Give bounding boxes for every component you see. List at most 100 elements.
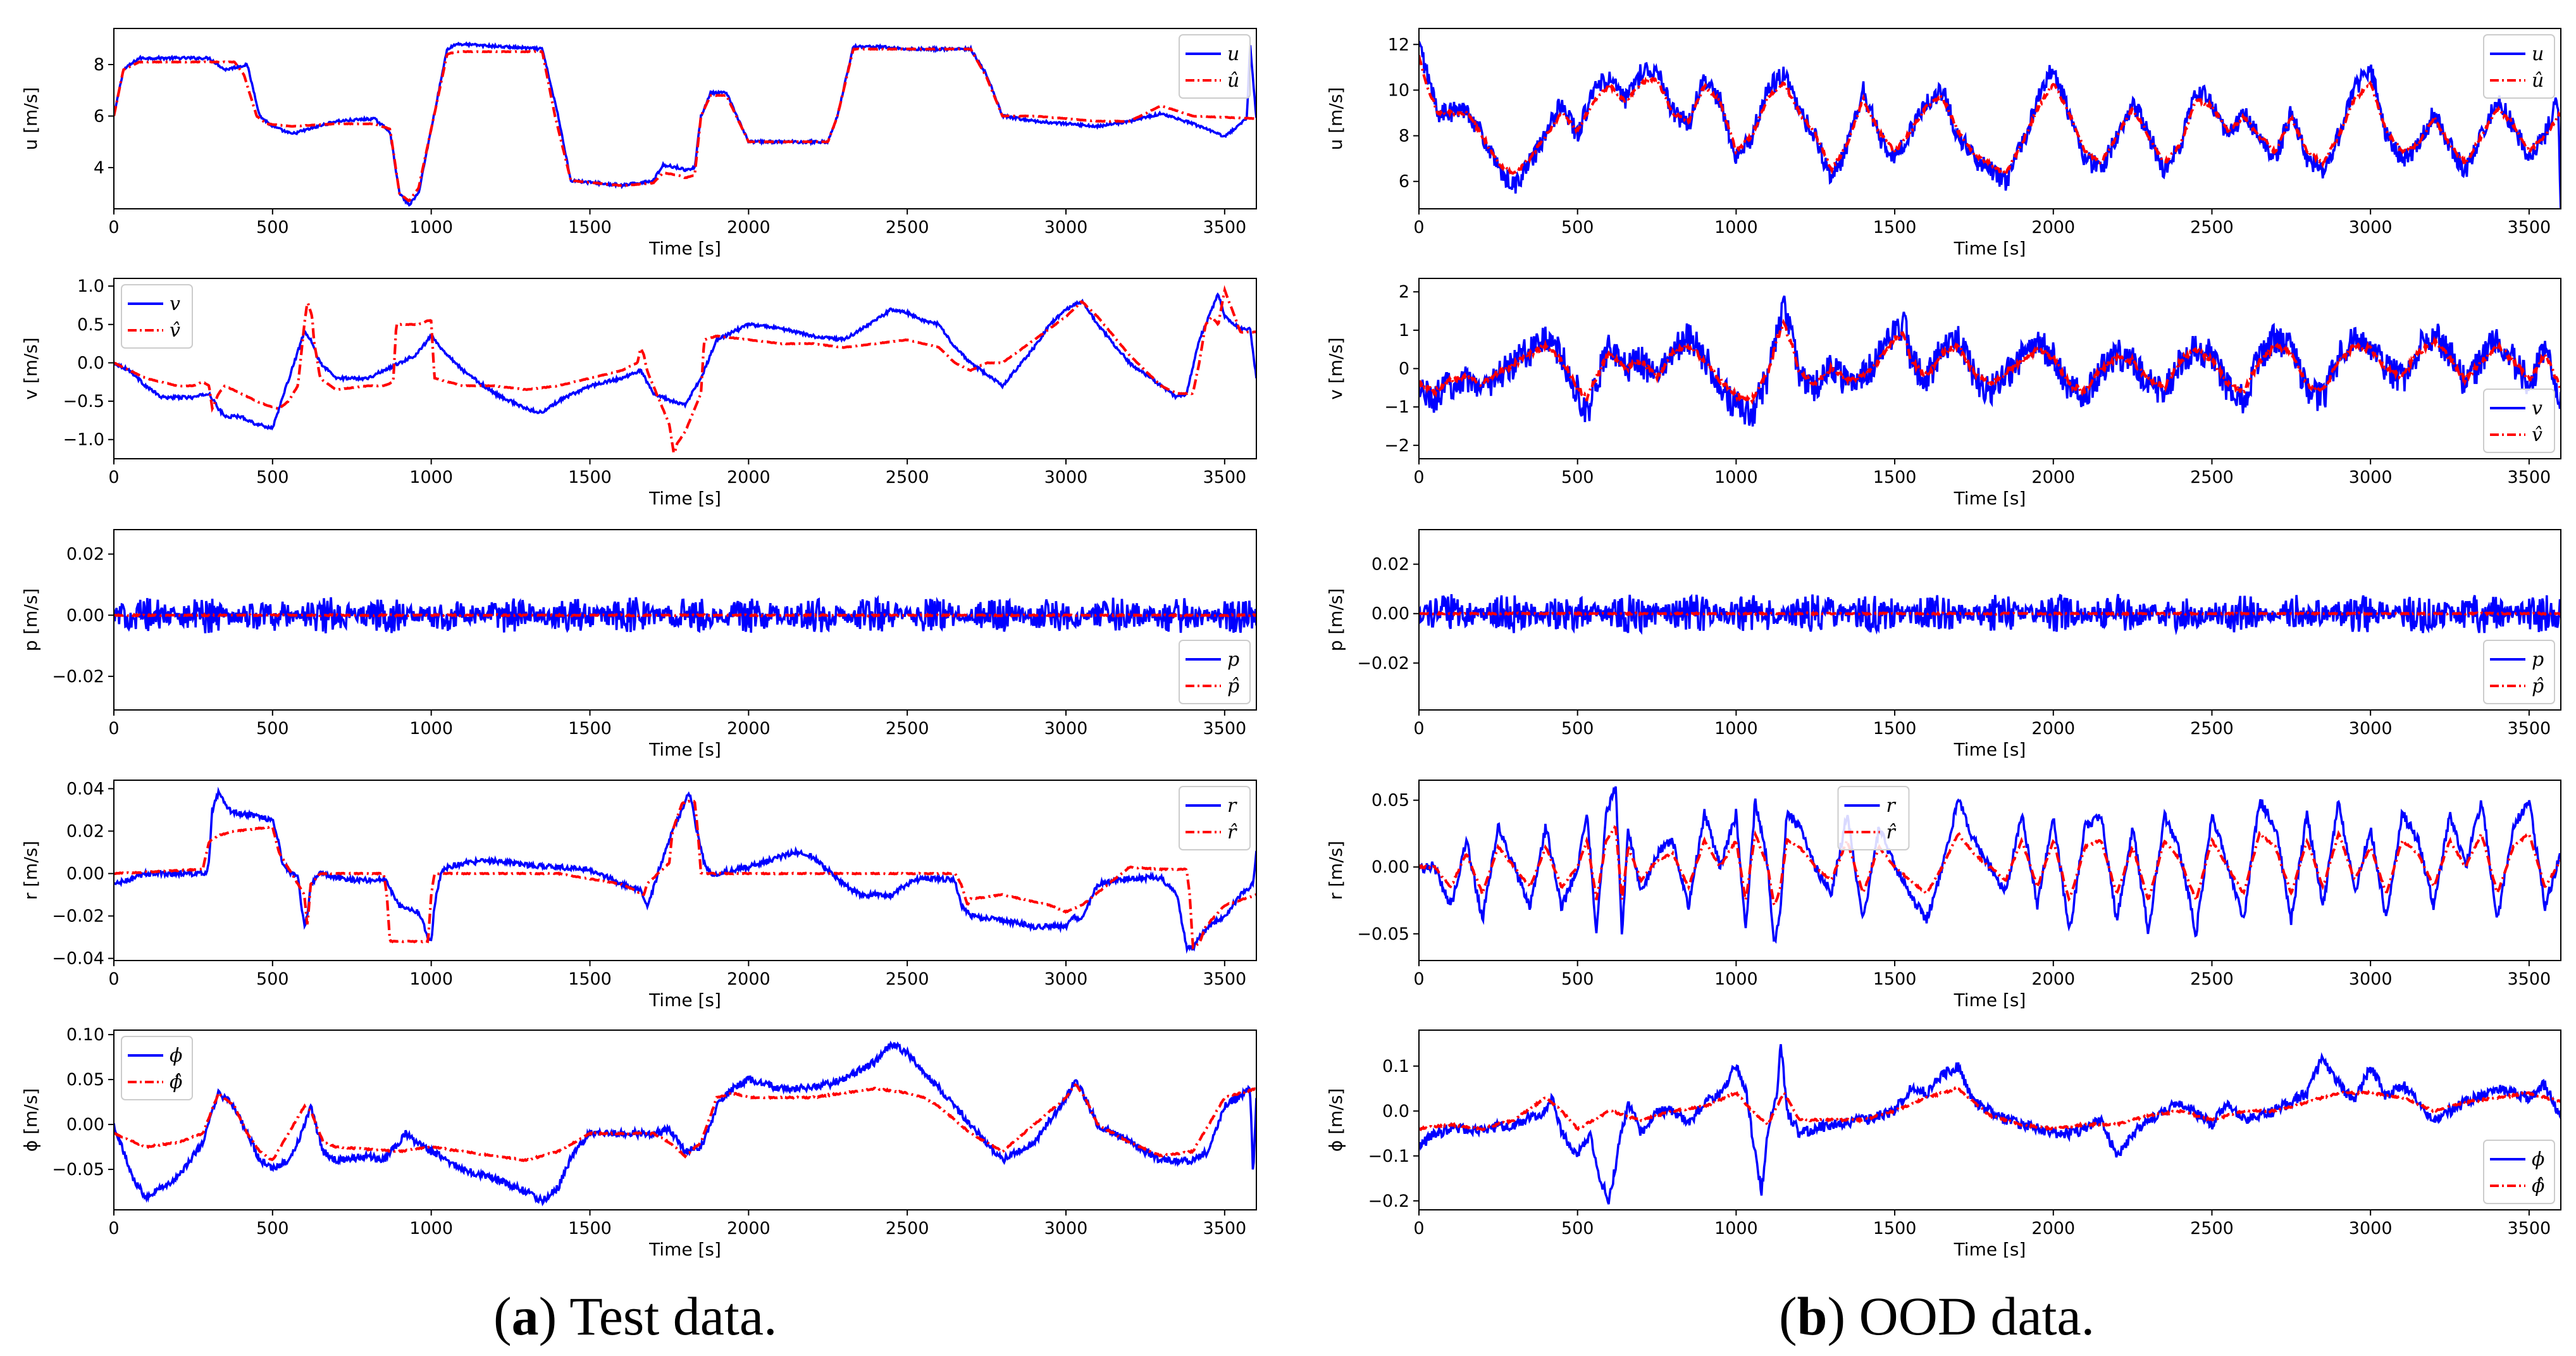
plot-frame (1418, 28, 2561, 209)
subplot-a-u: 0 500 1000 1500 2000 2500 3000 3500 4 6 8 Time [s] u… (20, 28, 1257, 259)
x-tick-label: 2000 (2031, 969, 2075, 989)
series-predicted-line (1419, 825, 2561, 909)
x-tick-label: 500 (1561, 1219, 1594, 1238)
y-tick-label: −0.05 (1357, 924, 1409, 944)
y-tick-label: 0.1 (1382, 1057, 1409, 1076)
y-tick-label: −2 (1384, 436, 1409, 456)
y-tick-label: 6 (94, 106, 104, 126)
y-tick-label: −0.02 (52, 667, 104, 687)
x-tick-label: 2500 (2190, 719, 2234, 738)
legend-entry: û (1227, 70, 1239, 92)
subplot-a-phi: 0 500 1000 1500 2000 2500 3000 3500 −0.05 0.00 0.0… (20, 1025, 1257, 1260)
x-tick-label: 0 (108, 969, 119, 989)
series-predicted-line (1419, 610, 2561, 617)
x-tick-label: 3500 (1203, 218, 1246, 237)
x-tick-label: 1500 (568, 719, 612, 738)
x-tick-label: 3500 (2508, 1219, 2551, 1238)
x-tick-label: 0 (1413, 1219, 1424, 1238)
y-tick-label: 0.00 (1372, 604, 1409, 624)
x-tick-label: 500 (256, 218, 289, 237)
x-tick-label: 1000 (1714, 218, 1758, 237)
legend-entry: r (1227, 795, 1237, 817)
series-predicted-line (114, 612, 1256, 618)
x-tick-label: 3000 (2349, 719, 2393, 738)
legend-entry: v̂ (2532, 424, 2542, 446)
x-tick-label: 3500 (1203, 1219, 1246, 1238)
x-tick-label: 1500 (568, 1219, 612, 1238)
x-axis-label: Time [s] (648, 739, 721, 760)
y-axis-label: ϕ [m/s] (1325, 1088, 1346, 1152)
subplot-b-v: 0 500 1000 1500 2000 2500 3000 3500 −2 −1 0 1 2 Time … (1325, 278, 2561, 509)
plot-frame (1418, 780, 2561, 961)
x-tick-label: 2000 (727, 468, 771, 487)
x-tick-label: 1000 (409, 468, 453, 487)
x-axis-label: Time [s] (648, 1239, 721, 1260)
subplot-b-u: 0 500 1000 1500 2000 2500 3000 3500 6 8 10 12 Time [… (1325, 28, 2561, 259)
legend-entry: ϕ (2532, 1148, 2544, 1171)
x-tick-label: 1000 (409, 969, 453, 989)
plot-frame (113, 1029, 1257, 1210)
y-tick-label: 6 (1399, 172, 1409, 192)
legend-entry: ϕ̂ (170, 1071, 182, 1093)
x-tick-label: 1000 (1714, 719, 1758, 738)
series-predicted-line (114, 285, 1256, 455)
x-tick-label: 2000 (2031, 218, 2075, 237)
x-axis-label: Time [s] (1954, 990, 2026, 1011)
x-tick-label: 3000 (2349, 468, 2393, 487)
legend: r r̂ (1837, 786, 1910, 850)
y-tick-label: −0.02 (1357, 654, 1409, 673)
y-tick-label: 0.5 (77, 315, 104, 335)
y-tick-label: 1 (1399, 321, 1409, 340)
legend-entry: r̂ (1886, 821, 1897, 843)
x-tick-label: 500 (256, 468, 289, 487)
y-tick-label: 0.0 (77, 353, 104, 373)
legend-box (2483, 389, 2555, 453)
y-axis-label: r [m/s] (20, 841, 41, 900)
x-tick-label: 3000 (1044, 969, 1088, 989)
x-tick-label: 1500 (1873, 468, 1917, 487)
series-predicted-line (1419, 1086, 2561, 1132)
y-axis-label: u [m/s] (20, 87, 41, 151)
legend-entry: v (170, 293, 180, 315)
x-tick-label: 1000 (1714, 1219, 1758, 1238)
x-tick-label: 0 (1413, 218, 1424, 237)
legend: v v̂ (2483, 389, 2555, 453)
x-tick-label: 500 (1561, 969, 1594, 989)
x-axis-label: Time [s] (1954, 739, 2026, 760)
y-tick-label: −0.5 (63, 392, 104, 411)
x-tick-label: 3500 (2508, 969, 2551, 989)
y-axis-label: u [m/s] (1325, 87, 1346, 151)
y-tick-label: 0.04 (66, 779, 104, 799)
y-tick-label: −0.2 (1368, 1191, 1409, 1211)
x-tick-label: 3000 (1044, 719, 1088, 738)
x-tick-label: 1000 (1714, 969, 1758, 989)
legend-box (1179, 34, 1251, 99)
plot-frame (113, 278, 1257, 459)
x-axis-label: Time [s] (1954, 238, 2026, 259)
legend-entry: û (2532, 70, 2544, 92)
x-axis-label: Time [s] (648, 990, 721, 1011)
series-actual-line (1419, 1044, 2561, 1205)
caption-a: (a) Test data. (493, 1286, 777, 1347)
x-tick-label: 3000 (1044, 1219, 1088, 1238)
subplot-a-p: 0 500 1000 1500 2000 2500 3000 3500 −0.02 0.00 0.0… (20, 529, 1257, 760)
x-axis-label: Time [s] (1954, 488, 2026, 509)
y-tick-label: 0.05 (1372, 791, 1409, 811)
x-axis-label: Time [s] (648, 238, 721, 259)
x-tick-label: 2000 (727, 969, 771, 989)
legend: v v̂ (121, 284, 193, 349)
series-actual-line (1419, 786, 2561, 944)
x-tick-label: 1000 (1714, 468, 1758, 487)
x-tick-label: 500 (256, 719, 289, 738)
subplot-a-r: 0 500 1000 1500 2000 2500 3000 3500 −0.04 −0.02 0.… (20, 779, 1257, 1011)
legend-entry: ϕ̂ (2532, 1175, 2544, 1197)
x-tick-label: 1500 (568, 969, 612, 989)
series-predicted-line (114, 799, 1256, 950)
y-tick-label: 0.00 (66, 864, 104, 884)
y-axis-label: r [m/s] (1325, 841, 1346, 900)
x-tick-label: 1500 (568, 468, 612, 487)
legend-entry: ϕ (170, 1045, 182, 1067)
series-actual-line (114, 787, 1256, 954)
x-tick-label: 1000 (409, 719, 453, 738)
